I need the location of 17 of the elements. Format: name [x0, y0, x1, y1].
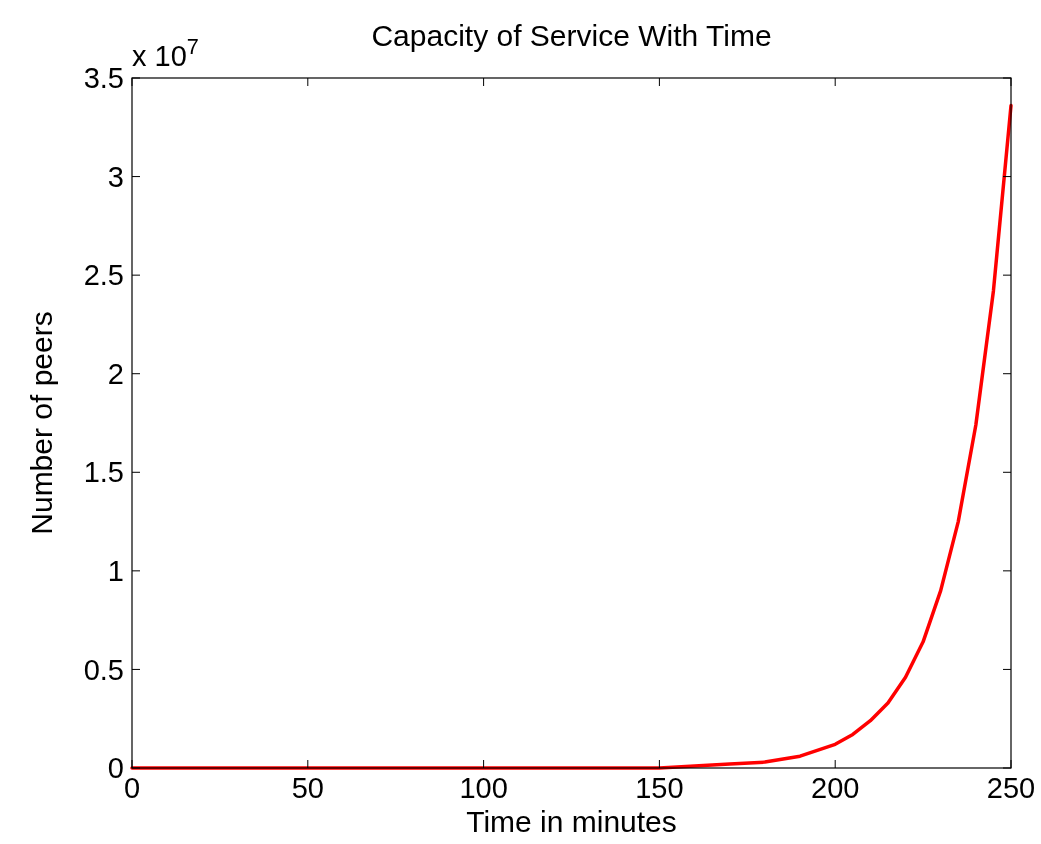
- x-tick-label: 100: [459, 772, 508, 804]
- x-axis-title: Time in minutes: [466, 805, 677, 838]
- y-tick-label: 2: [107, 357, 124, 390]
- y-tick-label: 1.5: [83, 456, 124, 489]
- y-tick-label: 0.5: [83, 653, 124, 686]
- x-tick-label: 150: [635, 772, 684, 804]
- y-tick-label: 3.5: [83, 62, 124, 95]
- y-tick-label: 1: [107, 555, 124, 588]
- y-tick-label: 3: [107, 160, 124, 193]
- line-series: [130, 103, 1013, 770]
- x-tick-label: 200: [811, 772, 860, 804]
- text: x 10$^{7}$: [132, 33, 199, 72]
- x-tick-label: 250: [986, 772, 1036, 804]
- y-tick-label: 2.5: [83, 259, 124, 292]
- y-axis-title: Number of peers: [25, 311, 58, 535]
- x-tick-label: 50: [291, 772, 324, 804]
- chart-title: Capacity of Service With Time: [371, 19, 772, 52]
